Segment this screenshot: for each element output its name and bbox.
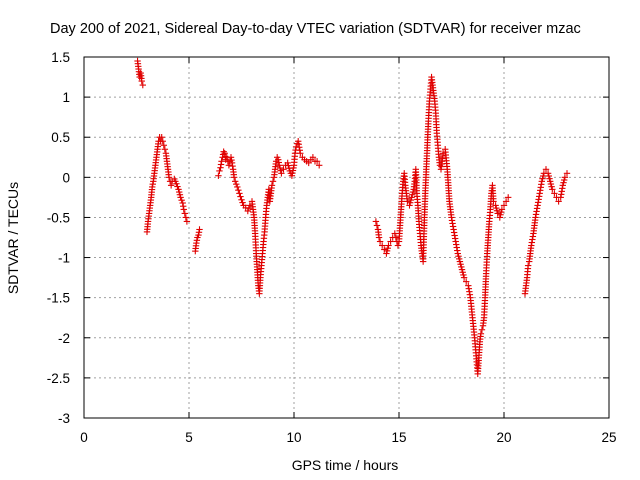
data-point bbox=[218, 158, 225, 165]
y-tick-label: -0.5 bbox=[47, 210, 70, 225]
data-point bbox=[309, 154, 317, 161]
y-tick-label: -3 bbox=[58, 411, 70, 426]
data-point bbox=[245, 205, 253, 212]
data-point bbox=[161, 146, 169, 153]
data-point bbox=[478, 326, 486, 333]
data-point bbox=[234, 183, 241, 191]
data-point bbox=[542, 166, 550, 173]
x-tick-label: 5 bbox=[185, 430, 193, 445]
y-tick-label: -1.5 bbox=[47, 291, 70, 306]
data-point bbox=[139, 81, 146, 89]
data-point bbox=[138, 77, 145, 85]
data-point bbox=[376, 238, 384, 245]
data-point bbox=[561, 174, 569, 181]
data-point bbox=[178, 196, 185, 204]
y-tick-label: 1.5 bbox=[51, 50, 70, 65]
chart-title: Day 200 of 2021, Sidereal Day-to-day VTE… bbox=[50, 21, 581, 37]
data-point bbox=[232, 178, 239, 185]
y-tick-label: 1 bbox=[62, 90, 70, 105]
data-point bbox=[235, 186, 242, 194]
data-point bbox=[278, 170, 285, 177]
data-point bbox=[216, 167, 223, 175]
y-tick-labels: -3 -2.5 -2 -1.5 -1 -0.5 0 0.5 1 1.5 bbox=[47, 50, 70, 426]
data-point bbox=[173, 180, 180, 187]
data-point bbox=[269, 178, 277, 185]
plot-frame bbox=[83, 56, 610, 419]
data-point bbox=[549, 186, 556, 193]
data-point bbox=[215, 172, 222, 179]
axis-ticks bbox=[83, 56, 610, 419]
data-point bbox=[174, 183, 181, 190]
data-point bbox=[159, 138, 166, 145]
data-point bbox=[268, 182, 276, 189]
y-axis-label: SDTVAR / TECUs bbox=[5, 182, 21, 294]
data-point bbox=[551, 190, 558, 197]
data-point bbox=[297, 150, 304, 157]
data-point bbox=[555, 198, 562, 205]
data-point bbox=[238, 196, 245, 203]
data-point bbox=[233, 180, 240, 188]
data-point bbox=[181, 210, 188, 217]
data-point bbox=[463, 278, 470, 285]
data-point bbox=[502, 198, 510, 205]
data-point bbox=[372, 218, 380, 225]
data-point bbox=[313, 158, 321, 165]
x-tick-label: 25 bbox=[601, 430, 616, 445]
y-tick-label: 0.5 bbox=[51, 130, 70, 145]
data-point bbox=[460, 274, 468, 281]
data-point bbox=[379, 242, 386, 249]
grid-lines bbox=[84, 57, 609, 418]
y-tick-label: 0 bbox=[62, 170, 70, 185]
x-tick-label: 0 bbox=[80, 430, 88, 445]
data-point bbox=[165, 174, 173, 181]
data-point bbox=[239, 199, 246, 206]
data-point bbox=[230, 174, 238, 181]
data-point bbox=[375, 234, 383, 241]
data-point bbox=[236, 190, 243, 197]
data-point bbox=[381, 246, 388, 253]
data-point bbox=[244, 207, 251, 215]
data-point bbox=[490, 198, 497, 205]
data-point bbox=[220, 148, 227, 155]
data-point bbox=[494, 210, 501, 217]
data-point bbox=[280, 166, 287, 173]
data-point bbox=[373, 222, 381, 229]
data-point bbox=[182, 214, 190, 221]
data-point bbox=[316, 162, 323, 169]
data-point bbox=[183, 218, 191, 225]
data-point bbox=[160, 142, 167, 149]
data-point bbox=[385, 242, 392, 249]
data-point bbox=[505, 194, 512, 201]
y-tick-label: -2.5 bbox=[47, 371, 70, 386]
data-point bbox=[387, 238, 394, 245]
x-tick-label: 20 bbox=[496, 430, 511, 445]
data-point bbox=[477, 330, 485, 337]
data-point bbox=[167, 182, 175, 189]
x-tick-label: 10 bbox=[286, 430, 301, 445]
x-axis-label: GPS time / hours bbox=[292, 457, 399, 473]
data-point bbox=[500, 202, 508, 209]
x-tick-label: 15 bbox=[391, 430, 406, 445]
y-tick-label: -1 bbox=[58, 251, 70, 266]
data-point bbox=[498, 206, 506, 213]
data-point bbox=[177, 194, 184, 201]
data-point bbox=[394, 242, 402, 249]
y-tick-label: -2 bbox=[58, 331, 70, 346]
data-point bbox=[404, 198, 411, 205]
data-point bbox=[392, 234, 400, 241]
x-tick-labels: 0 5 10 15 20 25 bbox=[80, 430, 616, 445]
data-point bbox=[524, 262, 532, 269]
data-point bbox=[180, 206, 187, 213]
data-point bbox=[196, 226, 203, 233]
data-point bbox=[563, 170, 571, 177]
data-point bbox=[158, 134, 165, 141]
data-points bbox=[134, 57, 571, 378]
data-point bbox=[237, 193, 244, 200]
data-point bbox=[305, 159, 312, 167]
